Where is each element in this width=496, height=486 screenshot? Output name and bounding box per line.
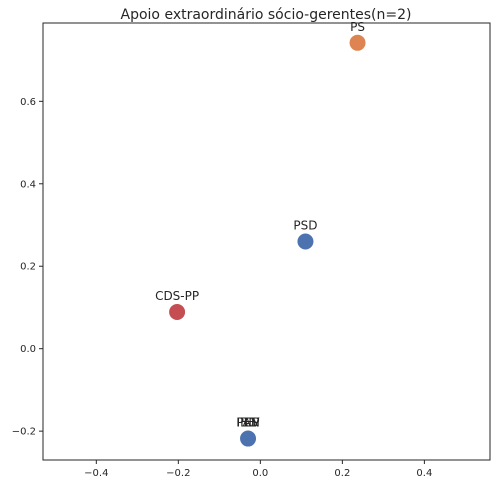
data-label-pcp: PCP [237, 416, 260, 430]
data-point-ps [348, 33, 367, 52]
y-axis: −0.2 0.0 0.2 0.4 0.6 [12, 97, 43, 438]
y-tick-label: 0.4 [20, 179, 36, 190]
data-label-be: BE [240, 416, 256, 430]
data-label-pev: PEV [237, 416, 261, 430]
y-tick-label: 0.0 [20, 344, 36, 355]
plot-area [42, 22, 491, 461]
data-points [168, 33, 367, 448]
chart-title: Apoio extraordinário sócio-gerentes(n=2) [121, 7, 412, 23]
x-axis: −0.4 −0.2 0.0 0.2 0.4 [84, 460, 432, 479]
y-tick-label: 0.6 [20, 97, 36, 108]
data-point-cds-pp [168, 302, 187, 321]
data-label-pan: PAN [236, 416, 260, 430]
x-tick-label: 0.0 [252, 468, 268, 479]
data-point-psd [296, 232, 315, 251]
x-tick-label: −0.2 [166, 468, 190, 479]
data-label-psd: PSD [293, 219, 317, 233]
y-tick-label: −0.2 [12, 427, 36, 438]
x-tick-label: 0.2 [334, 468, 350, 479]
y-tick-label: 0.2 [20, 262, 36, 273]
x-tick-label: −0.4 [84, 468, 108, 479]
data-label-ps: PS [350, 20, 365, 34]
data-label-cds-pp: CDS-PP [155, 289, 199, 303]
data-point-pan [239, 429, 258, 448]
x-tick-label: 0.4 [416, 468, 432, 479]
